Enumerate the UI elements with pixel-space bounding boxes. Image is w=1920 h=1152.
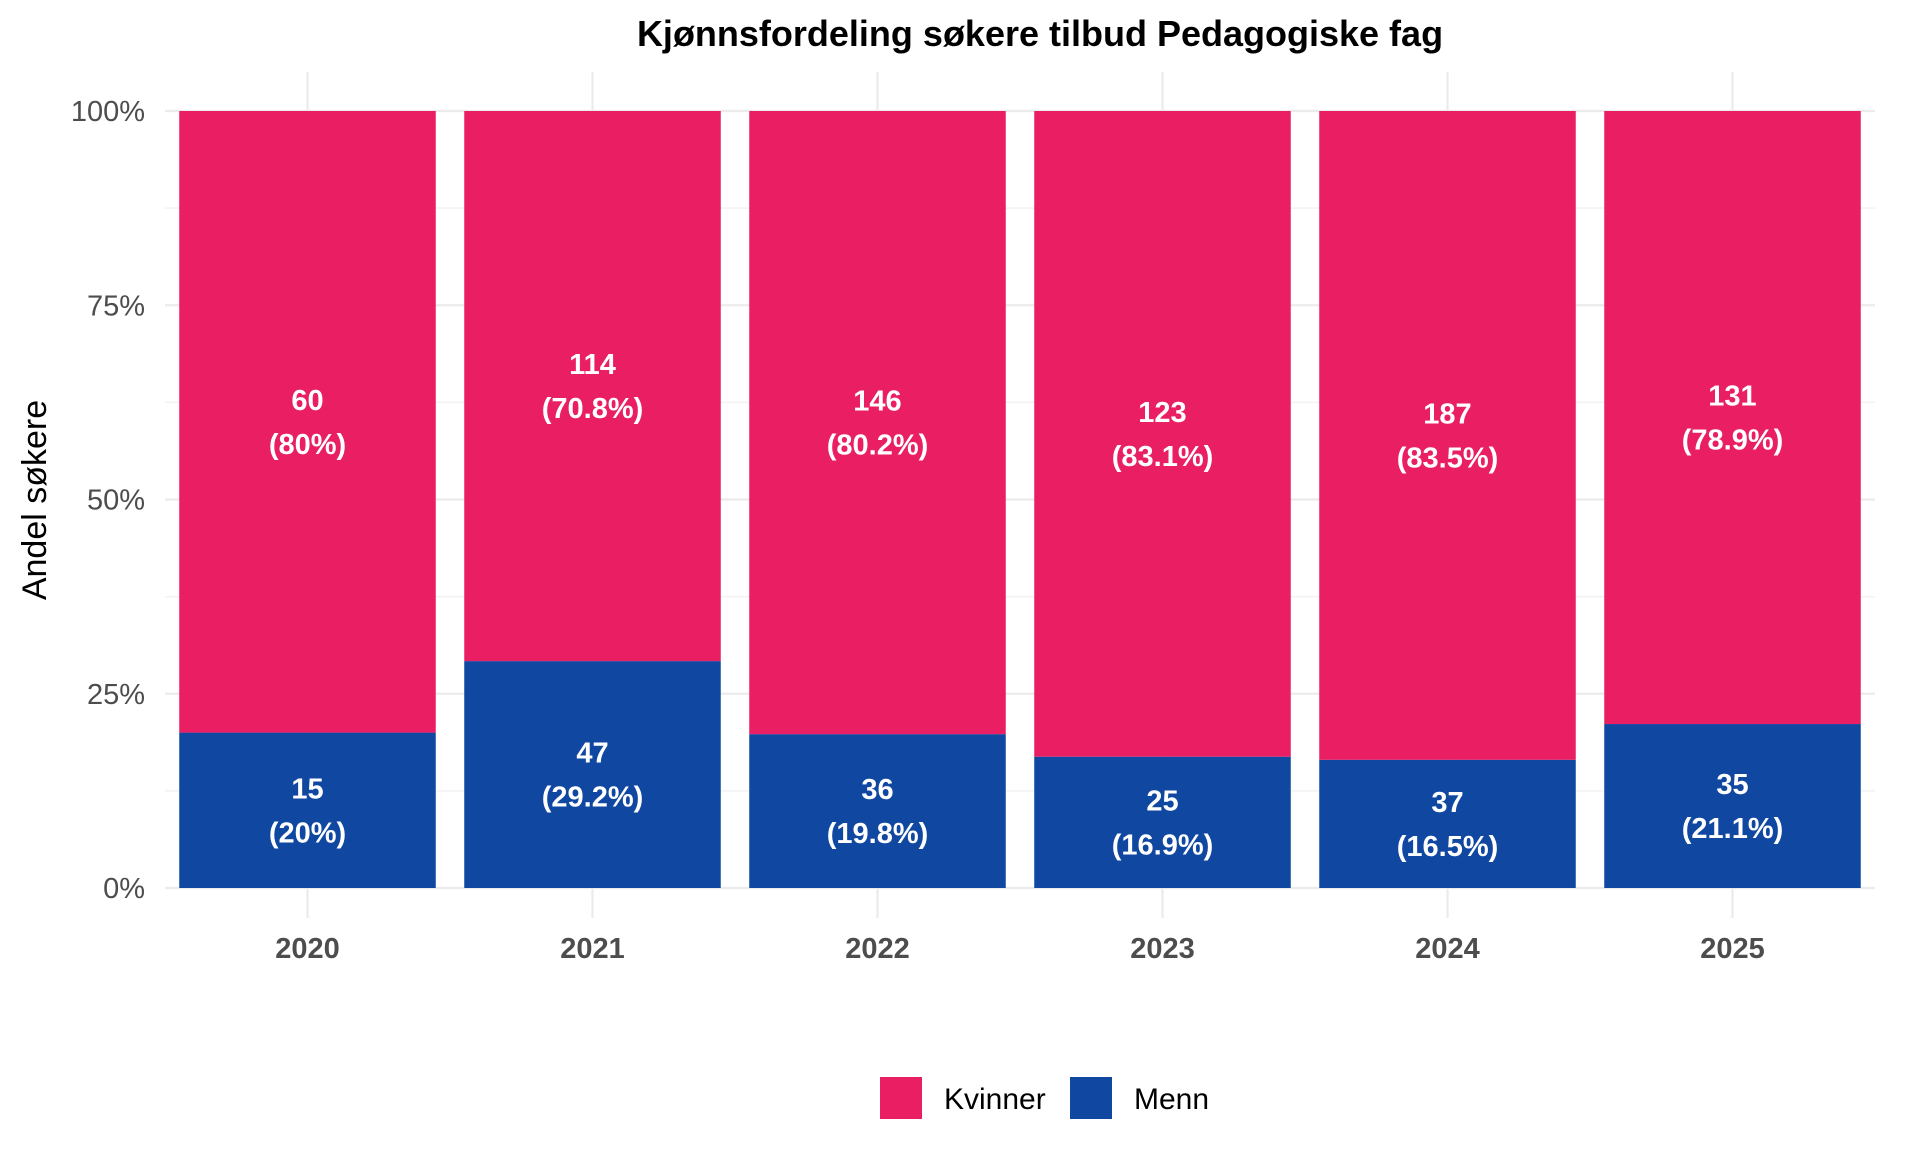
x-tick-label: 2022 [845, 933, 910, 965]
legend-swatch-kvinner [880, 1077, 922, 1119]
bar-percent-label: (78.9%) [1682, 425, 1784, 457]
bar-percent-label: (70.8%) [542, 393, 644, 425]
bar-count-label: 25 [1146, 785, 1178, 817]
chart-title: Kjønnsfordeling søkere tilbud Pedagogisk… [637, 13, 1443, 54]
bar-count-label: 146 [853, 386, 901, 418]
bar-percent-label: (21.1%) [1682, 813, 1784, 845]
bar-segment-menn-2024 [1319, 759, 1576, 888]
y-tick-label: 0% [103, 873, 145, 905]
bar-count-label: 47 [576, 738, 608, 770]
bar-count-label: 187 [1423, 398, 1471, 430]
y-axis-label: Andel søkere [16, 400, 54, 600]
legend-label-menn: Menn [1134, 1083, 1209, 1116]
bar-segment-kvinner-2024 [1319, 111, 1576, 760]
y-axis-ticks: 0% 25% 50% 75% 100% [71, 96, 145, 905]
y-tick-label: 25% [87, 679, 145, 711]
bar-percent-label: (80.2%) [827, 430, 929, 462]
bar-count-label: 114 [569, 349, 616, 381]
bar-segment-menn-2021 [464, 661, 721, 888]
y-tick-label: 100% [71, 96, 145, 128]
bar-count-label: 131 [1708, 381, 1756, 413]
bar-percent-label: (20%) [269, 817, 346, 849]
bar-segment-menn-2022 [749, 734, 1006, 888]
legend-label-kvinner: Kvinner [944, 1083, 1046, 1116]
x-tick-label: 2024 [1415, 933, 1480, 965]
x-tick-label: 2021 [560, 933, 625, 965]
bar-percent-label: (83.1%) [1112, 441, 1214, 473]
legend-swatch-menn [1070, 1077, 1112, 1119]
bar-segment-kvinner-2023 [1034, 111, 1291, 757]
bar-percent-label: (16.5%) [1397, 831, 1499, 863]
bar-percent-label: (16.9%) [1112, 829, 1214, 861]
bar-segment-menn-2025 [1604, 724, 1861, 888]
bar-segment-kvinner-2022 [749, 111, 1006, 735]
x-tick-label: 2020 [275, 933, 340, 965]
x-axis-ticks: 2020 2021 2022 2023 2024 2025 [275, 933, 1765, 965]
bar-count-label: 36 [861, 774, 893, 806]
y-tick-label: 75% [87, 290, 145, 322]
bar-segment-kvinner-2021 [464, 111, 721, 662]
bar-segment-kvinner-2025 [1604, 111, 1861, 725]
bar-percent-label: (29.2%) [542, 782, 644, 814]
bar-segment-kvinner-2020 [179, 111, 436, 733]
bar-percent-label: (80%) [269, 429, 346, 461]
bar-count-label: 35 [1716, 769, 1748, 801]
bar-count-label: 123 [1138, 397, 1186, 429]
bar-count-label: 60 [291, 385, 323, 417]
legend: Kvinner Menn [880, 1077, 1209, 1119]
bar-segment-menn-2020 [179, 732, 436, 888]
bar-percent-label: (83.5%) [1397, 442, 1499, 474]
bars: 15 (20%) 60 (80%) 47 (29.2%) 114 (70.8%) 36 (19.8… [179, 111, 1861, 888]
x-tick-label: 2025 [1700, 933, 1765, 965]
x-tick-label: 2023 [1130, 933, 1195, 965]
y-tick-label: 50% [87, 485, 145, 517]
bar-count-label: 37 [1431, 787, 1463, 819]
bar-count-label: 15 [291, 773, 323, 805]
bar-percent-label: (19.8%) [827, 818, 929, 850]
bar-segment-menn-2023 [1034, 756, 1291, 888]
